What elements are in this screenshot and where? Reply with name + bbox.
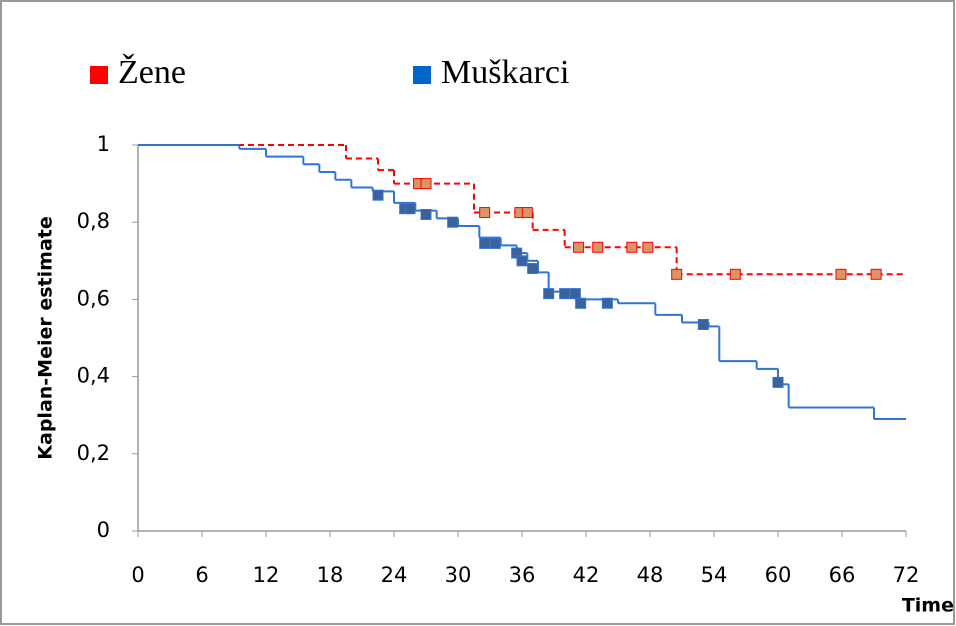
legend-label: Muškarci — [441, 54, 569, 91]
censor-mark — [573, 241, 585, 253]
x-axis-title: Time — [902, 595, 954, 617]
censor-mark — [697, 318, 709, 330]
y-tick-label: 0,6 — [77, 286, 110, 310]
x-tick-label: 30 — [445, 563, 472, 587]
censor-mark — [479, 207, 491, 219]
x-tick-label: 24 — [381, 563, 408, 587]
censor-mark — [601, 297, 613, 309]
censor-mark — [671, 268, 683, 280]
x-tick-label: 60 — [765, 563, 792, 587]
y-tick-label: 0 — [97, 518, 110, 542]
y-tick-label: 0,8 — [77, 209, 110, 233]
censor-mark — [420, 178, 432, 190]
y-tick-label: 1 — [97, 132, 110, 156]
x-tick-label: 12 — [253, 563, 280, 587]
censor-mark — [404, 203, 416, 215]
x-tick-label: 36 — [509, 563, 536, 587]
censor-mark — [527, 263, 539, 275]
censor-mark — [543, 288, 555, 300]
y-tick-label: 0,2 — [77, 441, 110, 465]
censor-mark — [729, 268, 741, 280]
censor-mark — [447, 216, 459, 228]
x-tick-label: 42 — [573, 563, 600, 587]
y-tick-label: 0,4 — [77, 364, 110, 388]
x-tick-label: 0 — [131, 563, 144, 587]
x-tick-label: 18 — [317, 563, 344, 587]
y-axis-title: Kaplan-Meier estimate — [35, 216, 57, 459]
censor-mark — [521, 207, 533, 219]
censor-mark — [626, 241, 638, 253]
x-tick-label: 6 — [195, 563, 208, 587]
legend-marker — [90, 66, 108, 84]
censor-mark — [479, 237, 491, 249]
x-tick-label: 48 — [637, 563, 664, 587]
censor-mark — [569, 288, 581, 300]
censor-mark — [420, 208, 432, 220]
x-tick-label: 72 — [893, 563, 920, 587]
censor-mark — [516, 255, 528, 267]
censor-mark — [772, 376, 784, 388]
censor-mark — [372, 189, 384, 201]
censor-mark — [642, 241, 654, 253]
x-tick-label: 66 — [829, 563, 856, 587]
legend-marker — [413, 66, 431, 84]
x-tick-label: 54 — [701, 563, 728, 587]
legend-label: Žene — [118, 54, 186, 91]
censor-mark — [559, 288, 571, 300]
censor-mark — [835, 268, 847, 280]
censor-mark — [575, 297, 587, 309]
censor-mark — [870, 268, 882, 280]
censor-mark — [592, 241, 604, 253]
censor-mark — [489, 237, 501, 249]
